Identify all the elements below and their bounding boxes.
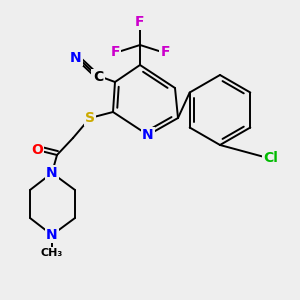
Text: N: N (46, 166, 58, 180)
Text: S: S (85, 111, 95, 125)
Text: Cl: Cl (264, 151, 278, 165)
Text: N: N (142, 128, 154, 142)
Text: N: N (70, 51, 82, 65)
Text: N: N (46, 228, 58, 242)
Text: O: O (31, 143, 43, 157)
Text: F: F (110, 45, 120, 59)
Text: CH₃: CH₃ (41, 248, 63, 258)
Text: F: F (160, 45, 170, 59)
Text: F: F (135, 15, 145, 29)
Text: C: C (93, 70, 103, 84)
